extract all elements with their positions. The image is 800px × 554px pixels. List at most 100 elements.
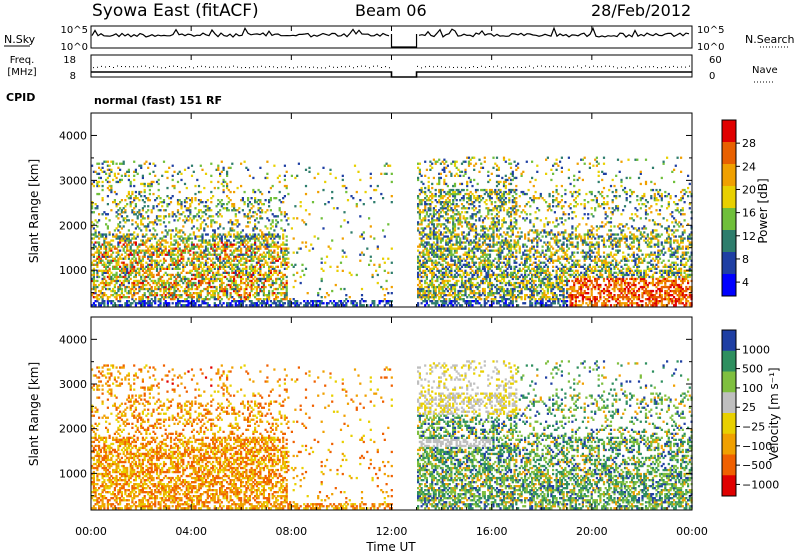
power-cell — [445, 257, 448, 260]
power-cell — [138, 164, 141, 167]
power-cell — [204, 205, 208, 208]
power-cell — [238, 273, 241, 277]
power-cell — [231, 263, 234, 266]
power-cell — [175, 267, 178, 270]
power-cell — [169, 253, 173, 256]
power-cell — [173, 186, 176, 190]
power-cell — [126, 292, 129, 295]
power-cell — [189, 261, 192, 264]
power-cell — [145, 302, 148, 305]
power-cell — [254, 227, 257, 230]
power-cell — [390, 271, 393, 274]
power-cell — [161, 265, 164, 268]
power-cell — [453, 292, 457, 295]
power-cell — [159, 245, 162, 248]
power-cell — [455, 247, 458, 250]
power-cell — [141, 296, 144, 299]
power-cell — [154, 259, 157, 262]
power-cell — [287, 192, 290, 196]
power-cell — [238, 267, 241, 270]
power-cell — [259, 245, 262, 248]
power-cell — [460, 265, 464, 268]
power-cell — [203, 251, 206, 254]
power-cell — [112, 304, 115, 307]
power-cell — [215, 289, 218, 293]
power-cell — [176, 211, 180, 214]
power-cell — [497, 229, 500, 232]
power-cell — [453, 251, 457, 254]
power-cell — [197, 283, 201, 287]
power-cell — [441, 201, 444, 204]
power-cell — [229, 285, 232, 289]
power-cell — [446, 229, 449, 232]
power-cell — [283, 213, 286, 216]
power-cell — [502, 180, 506, 184]
power-cell — [133, 199, 136, 202]
power-cell — [492, 190, 495, 194]
power-cell — [143, 277, 146, 281]
power-cell — [318, 300, 322, 303]
power-cell — [376, 281, 379, 285]
power-cell — [173, 213, 176, 216]
power-cell — [192, 233, 195, 236]
power-cell — [187, 285, 190, 289]
power-cell — [476, 273, 479, 277]
power-cell — [180, 201, 183, 204]
power-cell — [247, 245, 250, 248]
power-cell — [483, 294, 486, 297]
power-cell — [501, 201, 504, 204]
power-cell — [466, 300, 469, 303]
power-cell — [141, 298, 144, 301]
power-cell — [502, 294, 506, 297]
power-cell — [327, 201, 330, 204]
power-cell — [124, 257, 127, 260]
power-cell — [143, 283, 146, 287]
power-cell — [492, 225, 495, 228]
power-cell — [425, 241, 428, 244]
power-cell — [148, 300, 151, 303]
power-cell — [276, 287, 279, 291]
power-cell — [276, 176, 279, 180]
power-cell — [488, 235, 492, 238]
power-cell — [501, 219, 504, 222]
power-cell — [159, 209, 162, 212]
power-cell — [240, 231, 243, 234]
power-cell — [101, 281, 104, 285]
power-cell — [418, 215, 421, 218]
power-cell — [376, 184, 379, 188]
power-cell — [108, 184, 111, 188]
power-cell — [432, 265, 435, 268]
power-cell — [147, 199, 150, 202]
power-cell — [462, 199, 465, 202]
power-cell — [213, 292, 216, 295]
power-cell — [443, 304, 446, 307]
power-cell — [466, 271, 469, 274]
power-cell — [94, 245, 97, 248]
power-cell — [112, 257, 115, 260]
power-cell — [490, 201, 493, 204]
power-cell — [141, 281, 144, 285]
power-cell — [481, 281, 485, 285]
power-cell — [134, 279, 137, 283]
power-cell — [91, 269, 94, 272]
power-cell — [431, 294, 434, 297]
power-cell — [185, 245, 188, 248]
power-cell — [220, 182, 223, 186]
power-cell — [173, 298, 176, 301]
power-cell — [502, 289, 506, 293]
power-cell — [185, 289, 188, 293]
power-cell — [431, 195, 434, 198]
power-cell — [431, 166, 434, 169]
power-cell — [178, 275, 181, 279]
power-cell — [196, 294, 199, 297]
power-cell — [310, 300, 313, 303]
power-cell — [417, 257, 420, 260]
power-cell — [120, 211, 123, 214]
power-cell — [187, 279, 190, 283]
power-cell — [110, 281, 113, 285]
power-cell — [431, 275, 434, 279]
power-cell — [127, 275, 130, 279]
power-cell — [145, 227, 148, 230]
power-cell — [268, 277, 271, 281]
power-cell — [119, 287, 122, 291]
